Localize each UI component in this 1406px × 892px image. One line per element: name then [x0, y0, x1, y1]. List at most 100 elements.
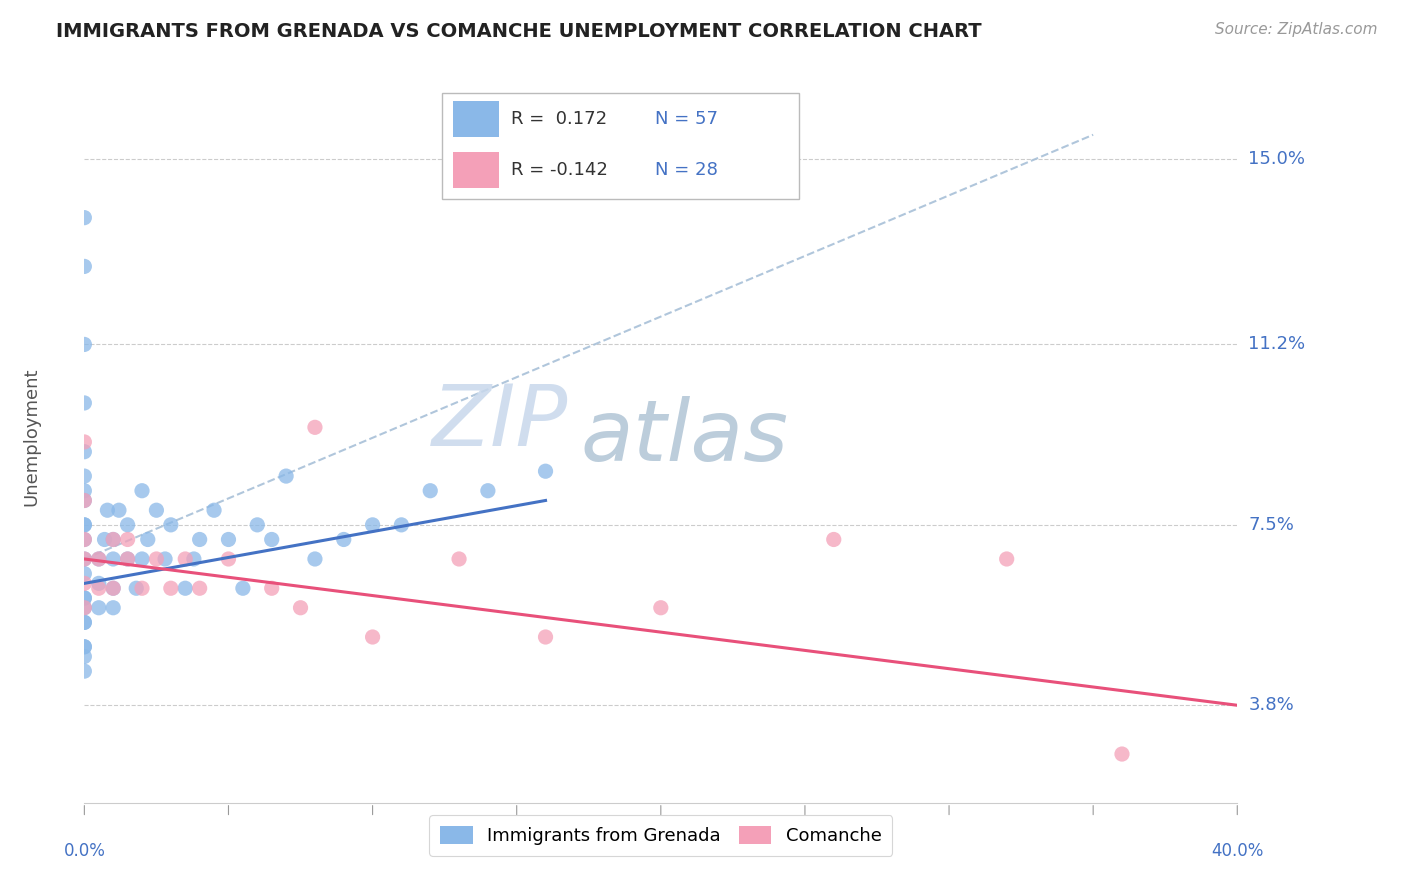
Point: [73, 640, 96, 654]
Point: [304, 552, 326, 566]
Point: [96, 503, 118, 517]
Point: [87, 581, 110, 595]
Text: atlas: atlas: [581, 395, 789, 479]
Text: ZIP: ZIP: [432, 381, 568, 464]
Point: [117, 517, 139, 532]
Point: [73, 533, 96, 547]
Point: [73, 396, 96, 410]
Point: [232, 581, 254, 595]
Point: [73, 517, 96, 532]
Point: [131, 552, 153, 566]
Point: [125, 581, 148, 595]
Point: [160, 517, 183, 532]
Point: [290, 600, 312, 615]
Point: [246, 517, 269, 532]
Point: [103, 581, 124, 595]
Point: [391, 517, 413, 532]
Point: [183, 552, 205, 566]
Text: N = 28: N = 28: [655, 161, 718, 179]
Text: Unemployment: Unemployment: [22, 368, 41, 507]
Text: R =  0.172: R = 0.172: [510, 110, 607, 128]
Point: [87, 552, 110, 566]
Point: [449, 552, 471, 566]
Point: [1111, 747, 1133, 761]
Point: [73, 493, 96, 508]
Point: [87, 600, 110, 615]
Point: [117, 533, 139, 547]
Point: [131, 483, 153, 498]
Point: [361, 517, 384, 532]
Point: [73, 649, 96, 664]
Point: [73, 444, 96, 458]
Point: [153, 552, 176, 566]
Point: [73, 552, 96, 566]
Point: [117, 552, 139, 566]
Legend: Immigrants from Grenada, Comanche: Immigrants from Grenada, Comanche: [429, 815, 893, 856]
Point: [823, 533, 845, 547]
FancyBboxPatch shape: [453, 101, 499, 137]
Point: [477, 483, 499, 498]
Point: [87, 552, 110, 566]
Text: 15.0%: 15.0%: [1249, 150, 1305, 168]
Point: [73, 615, 96, 630]
Point: [73, 591, 96, 605]
Point: [87, 576, 110, 591]
Point: [73, 211, 96, 225]
FancyBboxPatch shape: [453, 152, 499, 188]
Point: [650, 600, 672, 615]
Text: N = 57: N = 57: [655, 110, 718, 128]
Point: [93, 533, 115, 547]
Point: [188, 533, 211, 547]
Point: [103, 533, 124, 547]
Point: [103, 600, 124, 615]
Point: [260, 581, 283, 595]
Point: [117, 552, 139, 566]
Point: [103, 552, 124, 566]
Point: [131, 581, 153, 595]
Point: [73, 434, 96, 449]
Point: [73, 552, 96, 566]
Point: [73, 615, 96, 630]
Text: IMMIGRANTS FROM GRENADA VS COMANCHE UNEMPLOYMENT CORRELATION CHART: IMMIGRANTS FROM GRENADA VS COMANCHE UNEM…: [56, 22, 981, 41]
Point: [73, 493, 96, 508]
Point: [73, 260, 96, 274]
Point: [174, 581, 197, 595]
Text: Source: ZipAtlas.com: Source: ZipAtlas.com: [1215, 22, 1378, 37]
Point: [73, 600, 96, 615]
Point: [160, 581, 183, 595]
Text: 40.0%: 40.0%: [1211, 842, 1264, 860]
Point: [218, 533, 240, 547]
Text: R = -0.142: R = -0.142: [510, 161, 607, 179]
Point: [103, 581, 124, 595]
Point: [73, 576, 96, 591]
Text: 3.8%: 3.8%: [1249, 697, 1294, 714]
Point: [188, 581, 211, 595]
Point: [73, 600, 96, 615]
Point: [419, 483, 441, 498]
Point: [304, 420, 326, 434]
Point: [73, 483, 96, 498]
Point: [333, 533, 356, 547]
Point: [73, 469, 96, 483]
Point: [534, 464, 557, 478]
Point: [108, 503, 131, 517]
FancyBboxPatch shape: [441, 94, 799, 200]
Point: [145, 552, 167, 566]
Point: [136, 533, 159, 547]
Point: [174, 552, 197, 566]
Text: 0.0%: 0.0%: [63, 842, 105, 860]
Point: [73, 533, 96, 547]
Point: [73, 664, 96, 678]
Text: 11.2%: 11.2%: [1249, 335, 1306, 353]
Point: [73, 640, 96, 654]
Point: [218, 552, 240, 566]
Point: [73, 517, 96, 532]
Point: [534, 630, 557, 644]
Point: [995, 552, 1018, 566]
Point: [73, 566, 96, 581]
Point: [103, 533, 124, 547]
Point: [73, 337, 96, 351]
Point: [73, 591, 96, 605]
Point: [260, 533, 283, 547]
Point: [202, 503, 225, 517]
